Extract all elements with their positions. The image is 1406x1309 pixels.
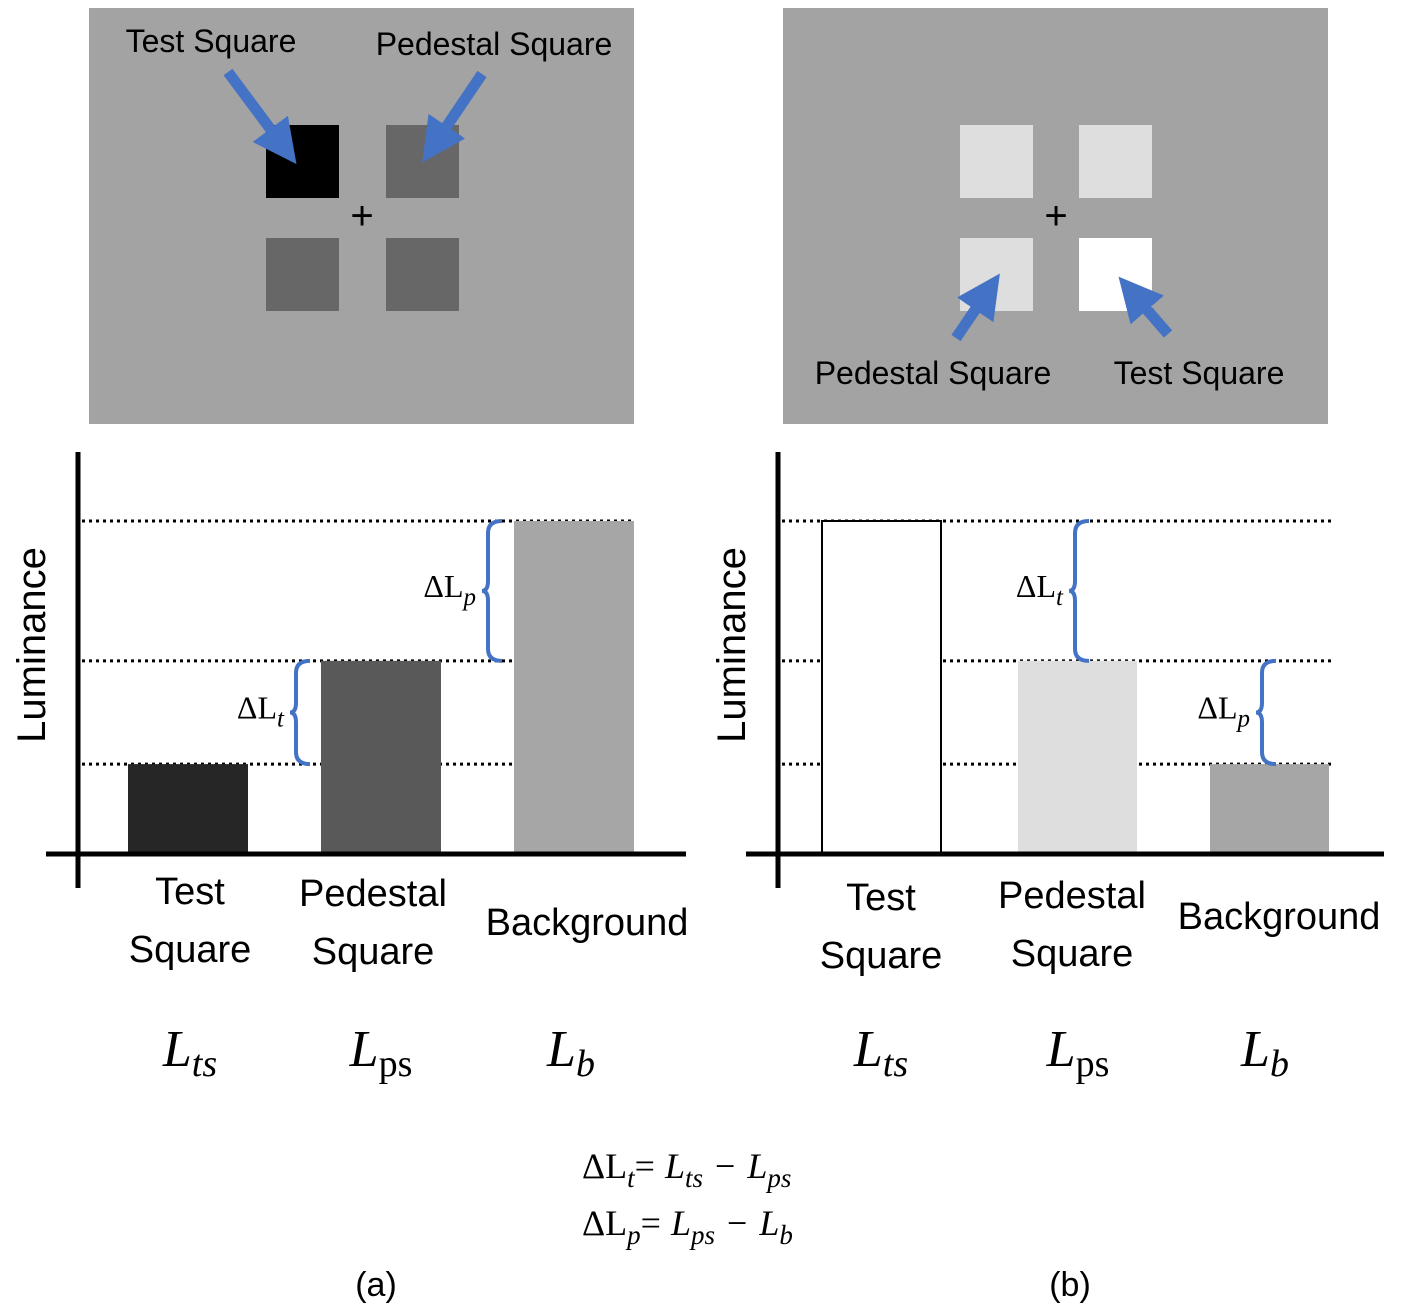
brace-label: ΔLp — [423, 568, 476, 611]
pedestal-square-b-top-left — [960, 125, 1033, 198]
brace — [481, 519, 503, 663]
stimulus-panel-a: + Test Square Pedestal Square — [89, 8, 634, 424]
arrow-to-pedestal-square-a — [422, 70, 487, 163]
stimulus-panel-b: + Pedestal Square Test Square — [783, 8, 1328, 424]
luminance-chart-a: Luminance Test Square Pedestal Square Backgro… — [10, 452, 688, 1085]
equation-delta-lp: ΔLp= Lps − Lb — [582, 1203, 793, 1250]
category-label: Test — [846, 877, 916, 919]
category-label: Pedestal — [299, 873, 447, 915]
eq2-equals: = — [641, 1203, 661, 1243]
category-label: Test — [155, 871, 225, 913]
eq2-b-sub: b — [779, 1220, 793, 1250]
category-label: Square — [312, 931, 435, 973]
brace-label: ΔLt — [1016, 568, 1064, 611]
eq1-b-sub: ps — [765, 1163, 791, 1193]
brace-label: ΔLt — [237, 689, 285, 732]
pedestal-square-a-bottom-left — [266, 238, 339, 311]
symbol-label: Lps — [1046, 1021, 1110, 1085]
brace-label: ΔLp — [1197, 689, 1250, 732]
y-axis-label: Luminance — [10, 547, 54, 743]
symbol-label: Lb — [1240, 1021, 1289, 1085]
arrow-to-test-square-a — [223, 68, 297, 165]
brace — [289, 658, 311, 767]
pedestal-square-label-a: Pedestal Square — [376, 26, 613, 62]
arrow-to-pedestal-square-b — [951, 273, 1000, 342]
eq1-equals: = — [635, 1146, 655, 1186]
eq2-minus: − — [727, 1203, 747, 1243]
bar-background — [1210, 764, 1329, 854]
eq2-a-sub: ps — [689, 1220, 715, 1250]
eq1-b: L — [746, 1146, 767, 1186]
eq1-lhs: ΔL — [582, 1146, 627, 1186]
test-square-label-a: Test Square — [126, 23, 297, 59]
bar-test-square — [821, 520, 942, 855]
bar-pedestal-square — [321, 660, 441, 854]
category-label: Square — [1011, 933, 1134, 975]
equation-delta-lt: ΔLt= Lts − Lps — [582, 1146, 791, 1193]
stimulus-background-a — [89, 8, 634, 424]
category-label: Background — [1178, 896, 1381, 938]
eq2-lhs: ΔL — [582, 1203, 627, 1243]
fixation-cross-b: + — [1044, 194, 1067, 238]
svg-text:ΔLt=Lts−Lps: ΔLt= Lts − Lps — [582, 1146, 791, 1193]
eq2-a: L — [670, 1203, 691, 1243]
pedestal-square-b-top-right — [1079, 125, 1152, 198]
category-label: Square — [129, 929, 252, 971]
svg-text:ΔLp=Lps−Lb: ΔLp= Lps − Lb — [582, 1203, 793, 1250]
pedestal-square-label-b: Pedestal Square — [815, 355, 1052, 391]
eq1-lhs-sub: t — [627, 1163, 636, 1193]
luminance-chart-b: Luminance Test Square Pedestal Square Backgro… — [710, 452, 1384, 1085]
category-label: Background — [486, 902, 689, 944]
stimulus-background-b — [783, 8, 1328, 424]
caption-b: (b) — [1049, 1266, 1091, 1304]
caption-a: (a) — [355, 1266, 397, 1304]
symbol-label: Lps — [349, 1021, 413, 1085]
symbol-label: Lts — [853, 1021, 908, 1085]
eq1-minus: − — [715, 1146, 735, 1186]
brace — [1255, 658, 1277, 767]
bar-pedestal-square — [1018, 660, 1137, 854]
bar-background — [514, 521, 634, 854]
eq2-b: L — [758, 1203, 779, 1243]
pedestal-square-a-bottom-right — [386, 238, 459, 311]
symbol-label: Lb — [546, 1021, 595, 1085]
category-label: Square — [820, 935, 943, 977]
bar-test-square — [128, 764, 248, 854]
pedestal-square-a-top — [386, 125, 459, 198]
eq2-lhs-sub: p — [625, 1220, 641, 1250]
test-square-label-b: Test Square — [1114, 355, 1285, 391]
eq1-a-sub: ts — [685, 1163, 703, 1193]
symbol-label: Lts — [162, 1021, 217, 1085]
category-label: Pedestal — [998, 875, 1146, 917]
arrow-to-test-square-b — [1118, 276, 1173, 338]
y-axis-label: Luminance — [710, 547, 754, 743]
fixation-cross-a: + — [350, 194, 373, 238]
eq1-a: L — [664, 1146, 685, 1186]
brace — [1068, 519, 1090, 663]
pedestal-square-b-bottom-left — [960, 238, 1033, 311]
